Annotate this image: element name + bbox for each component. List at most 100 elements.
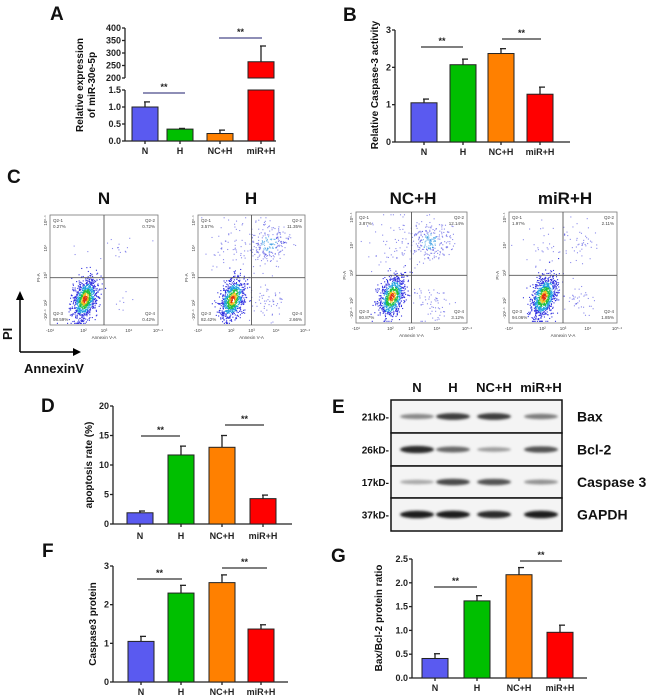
scatter-point (224, 299, 226, 302)
scatter-point (395, 304, 397, 306)
scatter-point (261, 240, 263, 242)
scatter-point (449, 236, 451, 238)
scatter-point (538, 301, 541, 303)
scatter-point (393, 229, 395, 231)
scatter-point (550, 296, 552, 298)
scatter-point (536, 302, 538, 304)
scatter-point (227, 285, 230, 287)
scatter-point (236, 314, 239, 316)
scatter-point (238, 297, 240, 299)
scatter-point (427, 232, 429, 234)
scatter-point (416, 264, 418, 266)
scatter-point (383, 240, 385, 242)
scatter-point (442, 248, 444, 250)
scatter-point (232, 303, 234, 305)
scatter-point (546, 286, 548, 288)
scatter-point (287, 238, 290, 240)
scatter-point (239, 302, 241, 304)
scatter-point (542, 282, 545, 284)
scatter-point (403, 295, 405, 297)
scatter-point (385, 298, 387, 300)
scatter-point (569, 297, 571, 299)
scatter-point (263, 252, 265, 254)
scatter-point (257, 258, 259, 260)
scatter-point (80, 322, 82, 324)
protein-band (436, 478, 470, 486)
scatter-point (80, 298, 82, 300)
scatter-point (551, 293, 553, 296)
scatter-point (77, 308, 79, 310)
scatter-point (70, 295, 72, 297)
scatter-point (380, 292, 382, 294)
scatter-point (534, 306, 537, 309)
scatter-point (536, 284, 538, 286)
scatter-point (375, 303, 377, 305)
y-tick-label: -10¹·⁶ (43, 309, 48, 321)
scatter-point (433, 257, 435, 259)
scatter-point (233, 286, 235, 288)
scatter-point (81, 303, 83, 306)
significance-label: ** (452, 576, 460, 586)
scatter-point (394, 295, 396, 297)
scatter-point (429, 221, 431, 224)
scatter-point (268, 251, 270, 253)
scatter-point (549, 294, 552, 296)
scatter-point (584, 294, 586, 296)
x-tick-label: H (474, 683, 481, 693)
scatter-point (451, 225, 453, 227)
scatter-point (278, 226, 280, 228)
scatter-point (231, 300, 233, 302)
y-tick-label: 10⁴ (502, 242, 507, 249)
scatter-point (548, 287, 550, 290)
scatter-point (77, 307, 79, 309)
scatter-point (88, 284, 90, 286)
scatter-point (220, 242, 222, 244)
scatter-point (538, 314, 540, 317)
scatter-point (558, 282, 560, 284)
scatter-point (541, 286, 543, 289)
scatter-point (550, 299, 552, 301)
scatter-point (393, 276, 395, 278)
scatter-point (426, 226, 428, 228)
scatter-point (380, 282, 382, 285)
scatter-point (395, 277, 397, 279)
scatter-point (547, 248, 549, 250)
scatter-point (385, 244, 387, 246)
scatter-point (401, 241, 403, 243)
scatter-point (445, 234, 448, 236)
scatter-point (88, 300, 90, 302)
scatter-point (531, 310, 533, 312)
scatter-point (237, 296, 239, 298)
scatter-point (413, 250, 415, 252)
scatter-point (89, 298, 91, 300)
scatter-point (397, 239, 400, 241)
scatter-point (552, 275, 554, 277)
scatter-point (70, 309, 72, 311)
scatter-point (224, 297, 226, 299)
scatter-point (550, 303, 553, 305)
scatter-point (541, 300, 543, 302)
scatter-point (91, 298, 94, 300)
scatter-point (401, 292, 403, 294)
scatter-point (392, 303, 394, 305)
scatter-point (554, 320, 557, 322)
scatter-point (239, 296, 241, 299)
scatter-point (79, 297, 81, 299)
scatter-point (437, 238, 439, 240)
scatter-point (397, 277, 400, 279)
scatter-point (396, 280, 398, 282)
scatter-point (554, 298, 556, 300)
scatter-point (549, 288, 551, 290)
scatter-point (570, 216, 572, 218)
scatter-point (384, 314, 386, 316)
scatter-point (85, 288, 87, 290)
scatter-point (401, 252, 403, 254)
scatter-point (416, 222, 418, 224)
scatter-point (88, 278, 90, 281)
scatter-point (543, 284, 545, 286)
scatter-point (201, 217, 203, 219)
scatter-point (384, 300, 386, 302)
scatter-point (390, 320, 392, 322)
scatter-point (574, 296, 576, 298)
scatter-point (407, 294, 409, 296)
